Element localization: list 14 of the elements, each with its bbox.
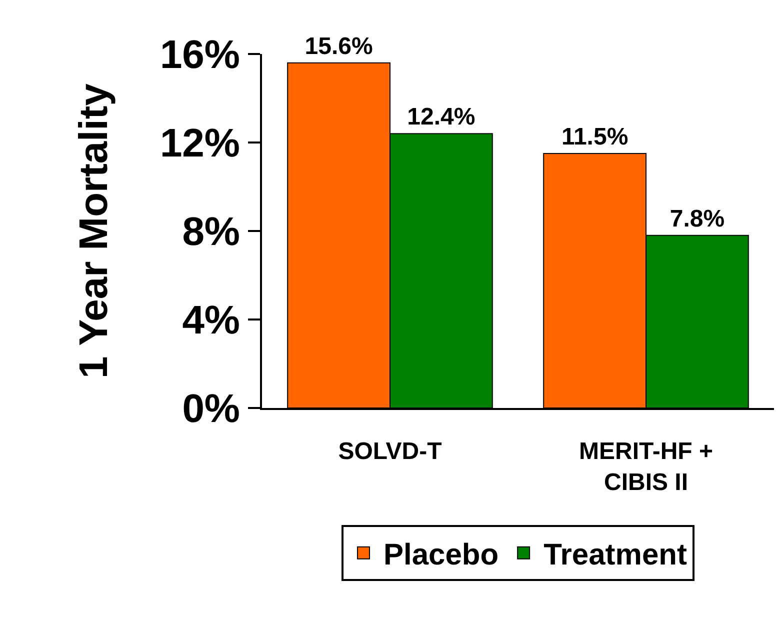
legend-label: Placebo: [384, 538, 499, 572]
y-tick-label: 16%: [160, 33, 240, 77]
data-label: 15.6%: [304, 32, 373, 60]
x-tick-label: SOLVD-T: [338, 438, 442, 465]
data-label: 12.4%: [407, 104, 476, 131]
y-axis-title: 1 Year Mortality: [72, 82, 116, 378]
data-label: 7.8%: [670, 205, 725, 232]
y-tick-label: 4%: [182, 298, 240, 342]
y-tick-label: 12%: [160, 122, 240, 166]
legend-label: Treatment: [544, 538, 687, 572]
x-tick-label: MERIT-HF + CIBIS II: [578, 438, 714, 496]
y-tick-label: 0%: [182, 387, 240, 431]
data-label: 11.5%: [561, 124, 628, 151]
y-tick-label: 8%: [182, 210, 240, 254]
